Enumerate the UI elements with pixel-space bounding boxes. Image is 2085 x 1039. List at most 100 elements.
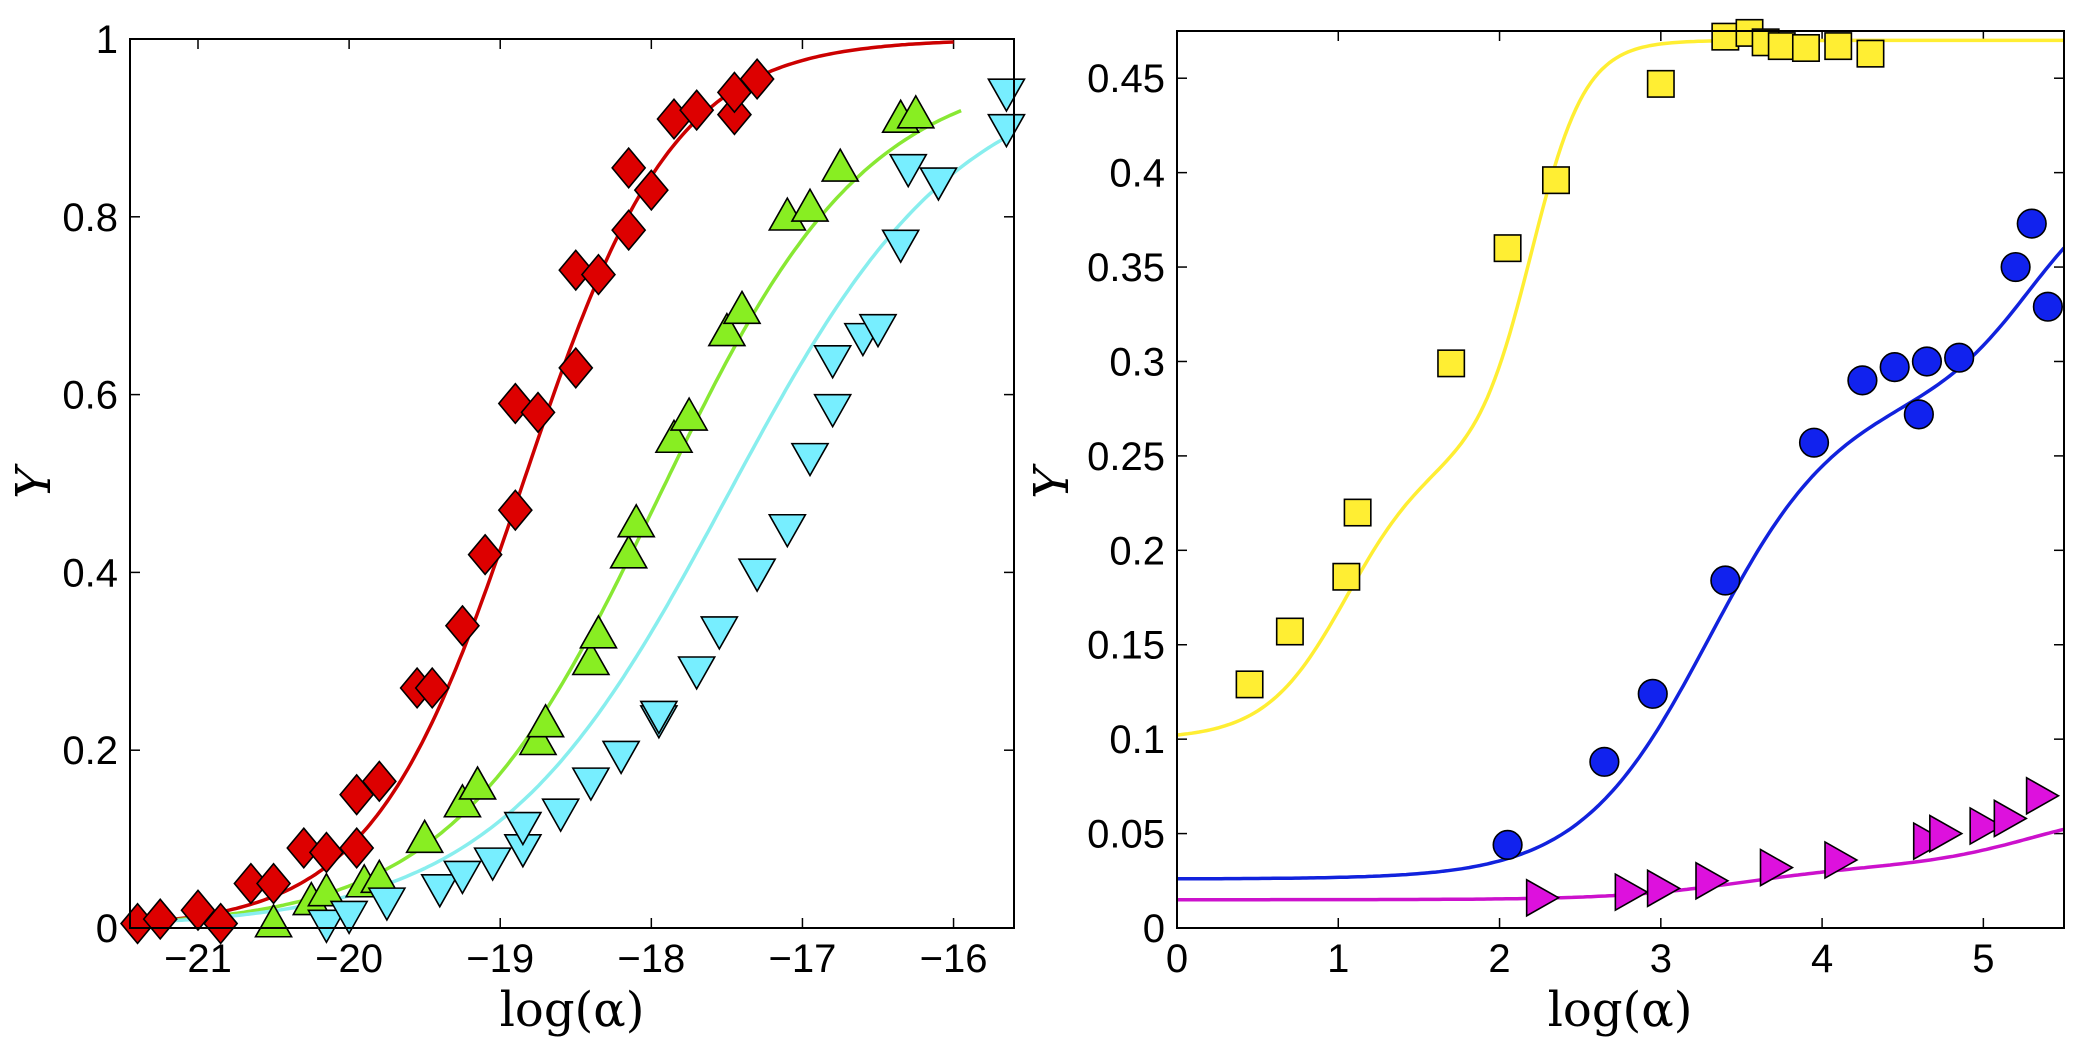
right-y-tick-label: 0.05	[1087, 813, 1165, 857]
right-y-tick-label: 0.1	[1109, 718, 1165, 762]
cyan-data-point	[541, 798, 581, 833]
yellow-data-point	[1493, 234, 1522, 263]
left-axes-box	[129, 38, 1015, 929]
blue-data-point	[1637, 678, 1668, 709]
right-x-tick-label: 1	[1327, 937, 1349, 981]
green-data-point	[707, 312, 747, 347]
green-data-point	[443, 783, 482, 818]
green-data-point	[722, 289, 762, 325]
right-x-tick-labels: 0 1 2 3 4 5	[1166, 937, 1995, 981]
yellow-data-point	[1646, 69, 1675, 98]
green-data-point	[405, 818, 445, 854]
left-x-tick-label: −17	[769, 937, 837, 981]
right-x-tick-label: 2	[1488, 937, 1510, 981]
cyan-data-point	[813, 393, 853, 429]
red-data-point	[467, 533, 503, 576]
cyan-data-point	[329, 900, 369, 935]
left-y-axis-label: Y	[6, 463, 62, 499]
cyan-data-point	[699, 616, 739, 651]
right-x-tick-label: 3	[1650, 937, 1672, 981]
yellow-data-point	[1437, 349, 1466, 378]
left-y-tick-label: 0.4	[62, 551, 118, 595]
blue-data-point	[1798, 427, 1830, 458]
blue-data-point	[2000, 251, 2031, 283]
green-data-point	[654, 418, 694, 454]
red-data-point	[286, 826, 322, 870]
blue-data-point	[1911, 346, 1943, 377]
right-panel: 0 1 2 3 4 5 0 0.05 0.1 0.15 0.2 0.25 0.3…	[1024, 18, 2065, 1038]
cyan-data-point	[367, 887, 407, 922]
right-y-tick-label: 0	[1143, 907, 1165, 951]
blue-data-point	[1847, 365, 1878, 396]
red-data-point	[679, 89, 715, 132]
cyan-data-point	[503, 811, 543, 847]
left-y-tick-label: 0	[96, 907, 118, 951]
magenta-data-point	[1824, 840, 1859, 880]
cyan-data-point	[813, 345, 853, 380]
blue-data-point	[1879, 352, 1910, 383]
red-data-point	[414, 666, 450, 710]
cyan-data-point	[888, 153, 928, 189]
green-data-point	[458, 765, 497, 800]
red-data-point	[633, 169, 669, 212]
green-data-point	[790, 187, 830, 222]
left-y-tick-label: 0.2	[62, 729, 118, 773]
left-y-tick-label: 0.6	[62, 374, 118, 418]
green-data-point	[896, 94, 936, 129]
magenta-data-point	[1969, 806, 2004, 846]
yellow-data-point	[1275, 617, 1304, 646]
yellow-data-point	[1824, 32, 1853, 61]
left-plot-area	[130, 39, 1014, 928]
yellow-data-point	[1541, 166, 1570, 195]
green-data-point	[518, 720, 558, 756]
right-y-tick-label: 0.2	[1109, 529, 1165, 573]
right-x-tick-label: 5	[1972, 937, 1994, 981]
magenta-data-point	[1759, 848, 1795, 887]
right-x-axis-label: log(α)	[1548, 982, 1693, 1038]
yellow-data-point	[1235, 670, 1264, 699]
cyan-data-point	[601, 740, 641, 775]
magenta-data-point	[1929, 814, 1964, 853]
red-data-point	[361, 760, 397, 803]
yellow-fit-line	[1177, 38, 2064, 737]
blue-fit-line	[1177, 246, 2064, 881]
left-x-tick-labels: −21 −20 −19 −18 −17 −16	[164, 937, 987, 981]
magenta-data-point	[1646, 868, 1682, 908]
blue-data-point	[1589, 746, 1620, 777]
right-y-tick-label: 0.45	[1087, 57, 1165, 101]
yellow-data-point	[1711, 22, 1740, 51]
right-x-tick-label: 4	[1811, 937, 1833, 981]
red-data-point	[580, 253, 616, 296]
red-data-point	[558, 346, 594, 389]
red-data-point	[558, 249, 594, 292]
right-y-tick-label: 0.4	[1109, 152, 1165, 196]
left-markers	[120, 57, 1026, 945]
left-panel: −21 −20 −19 −18 −17 −16 0 0.2 0.4 0.6 0.…	[6, 18, 1026, 1038]
green-data-point	[820, 147, 860, 182]
red-data-point	[497, 382, 533, 425]
yellow-data-point	[1791, 33, 1820, 62]
cyan-data-point	[571, 767, 611, 802]
left-y-tick-labels: 0 0.2 0.4 0.6 0.8 1	[62, 18, 118, 951]
green-data-point	[526, 703, 565, 738]
magenta-data-point	[1614, 872, 1649, 912]
cyan-data-point	[987, 78, 1026, 113]
red-data-point	[444, 604, 480, 647]
red-data-point	[339, 826, 375, 870]
right-plot-area	[1177, 31, 2064, 928]
left-y-tick-label: 1	[96, 18, 118, 62]
red-data-point	[142, 898, 178, 941]
blue-data-point	[1710, 565, 1741, 596]
yellow-data-point	[1343, 498, 1372, 527]
cyan-data-point	[737, 558, 777, 593]
green-data-point	[579, 614, 618, 649]
cyan-data-point	[881, 229, 921, 264]
right-y-axis-label: Y	[1024, 463, 1080, 499]
cyan-data-point	[473, 847, 513, 882]
cyan-data-point	[767, 513, 807, 549]
red-data-point	[716, 93, 752, 136]
left-x-tick-label: −20	[315, 937, 383, 981]
green-data-point	[669, 396, 709, 431]
green-data-point	[616, 503, 656, 538]
